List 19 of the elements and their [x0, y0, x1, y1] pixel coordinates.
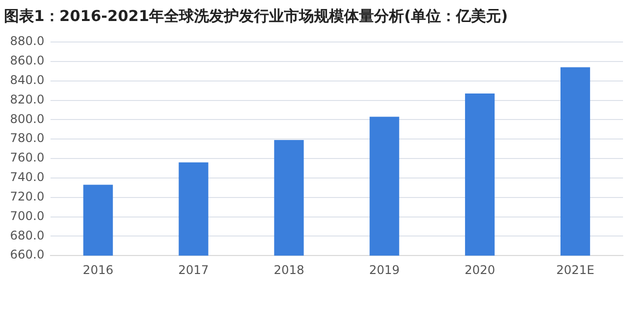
y-tick-label: 800.0 [10, 112, 44, 126]
y-tick-label: 700.0 [10, 208, 44, 223]
y-tick-label: 720.0 [10, 189, 44, 204]
y-tick-label: 760.0 [10, 150, 44, 165]
x-tick-label: 2020 [464, 262, 496, 277]
chart-title: 图表1：2016-2021年全球洗发护发行业市场规模体量分析(单位：亿美元) [4, 6, 508, 25]
y-tick-label: 780.0 [10, 131, 44, 146]
x-tick-label: 2021E [556, 262, 594, 277]
y-tick-label: 860.0 [10, 54, 44, 68]
y-tick-label: 840.0 [10, 72, 44, 87]
x-tick-label: 2016 [82, 262, 114, 277]
y-tick-label: 820.0 [10, 92, 44, 106]
y-tick-label: 680.0 [10, 228, 44, 242]
x-tick-label: 2017 [178, 262, 209, 277]
x-tick-label: 2018 [274, 262, 304, 277]
y-tick-label: 660.0 [10, 248, 44, 262]
y-tick-label: 740.0 [10, 170, 44, 184]
x-tick-label: 2019 [369, 262, 400, 277]
y-tick-label: 880.0 [10, 34, 44, 48]
